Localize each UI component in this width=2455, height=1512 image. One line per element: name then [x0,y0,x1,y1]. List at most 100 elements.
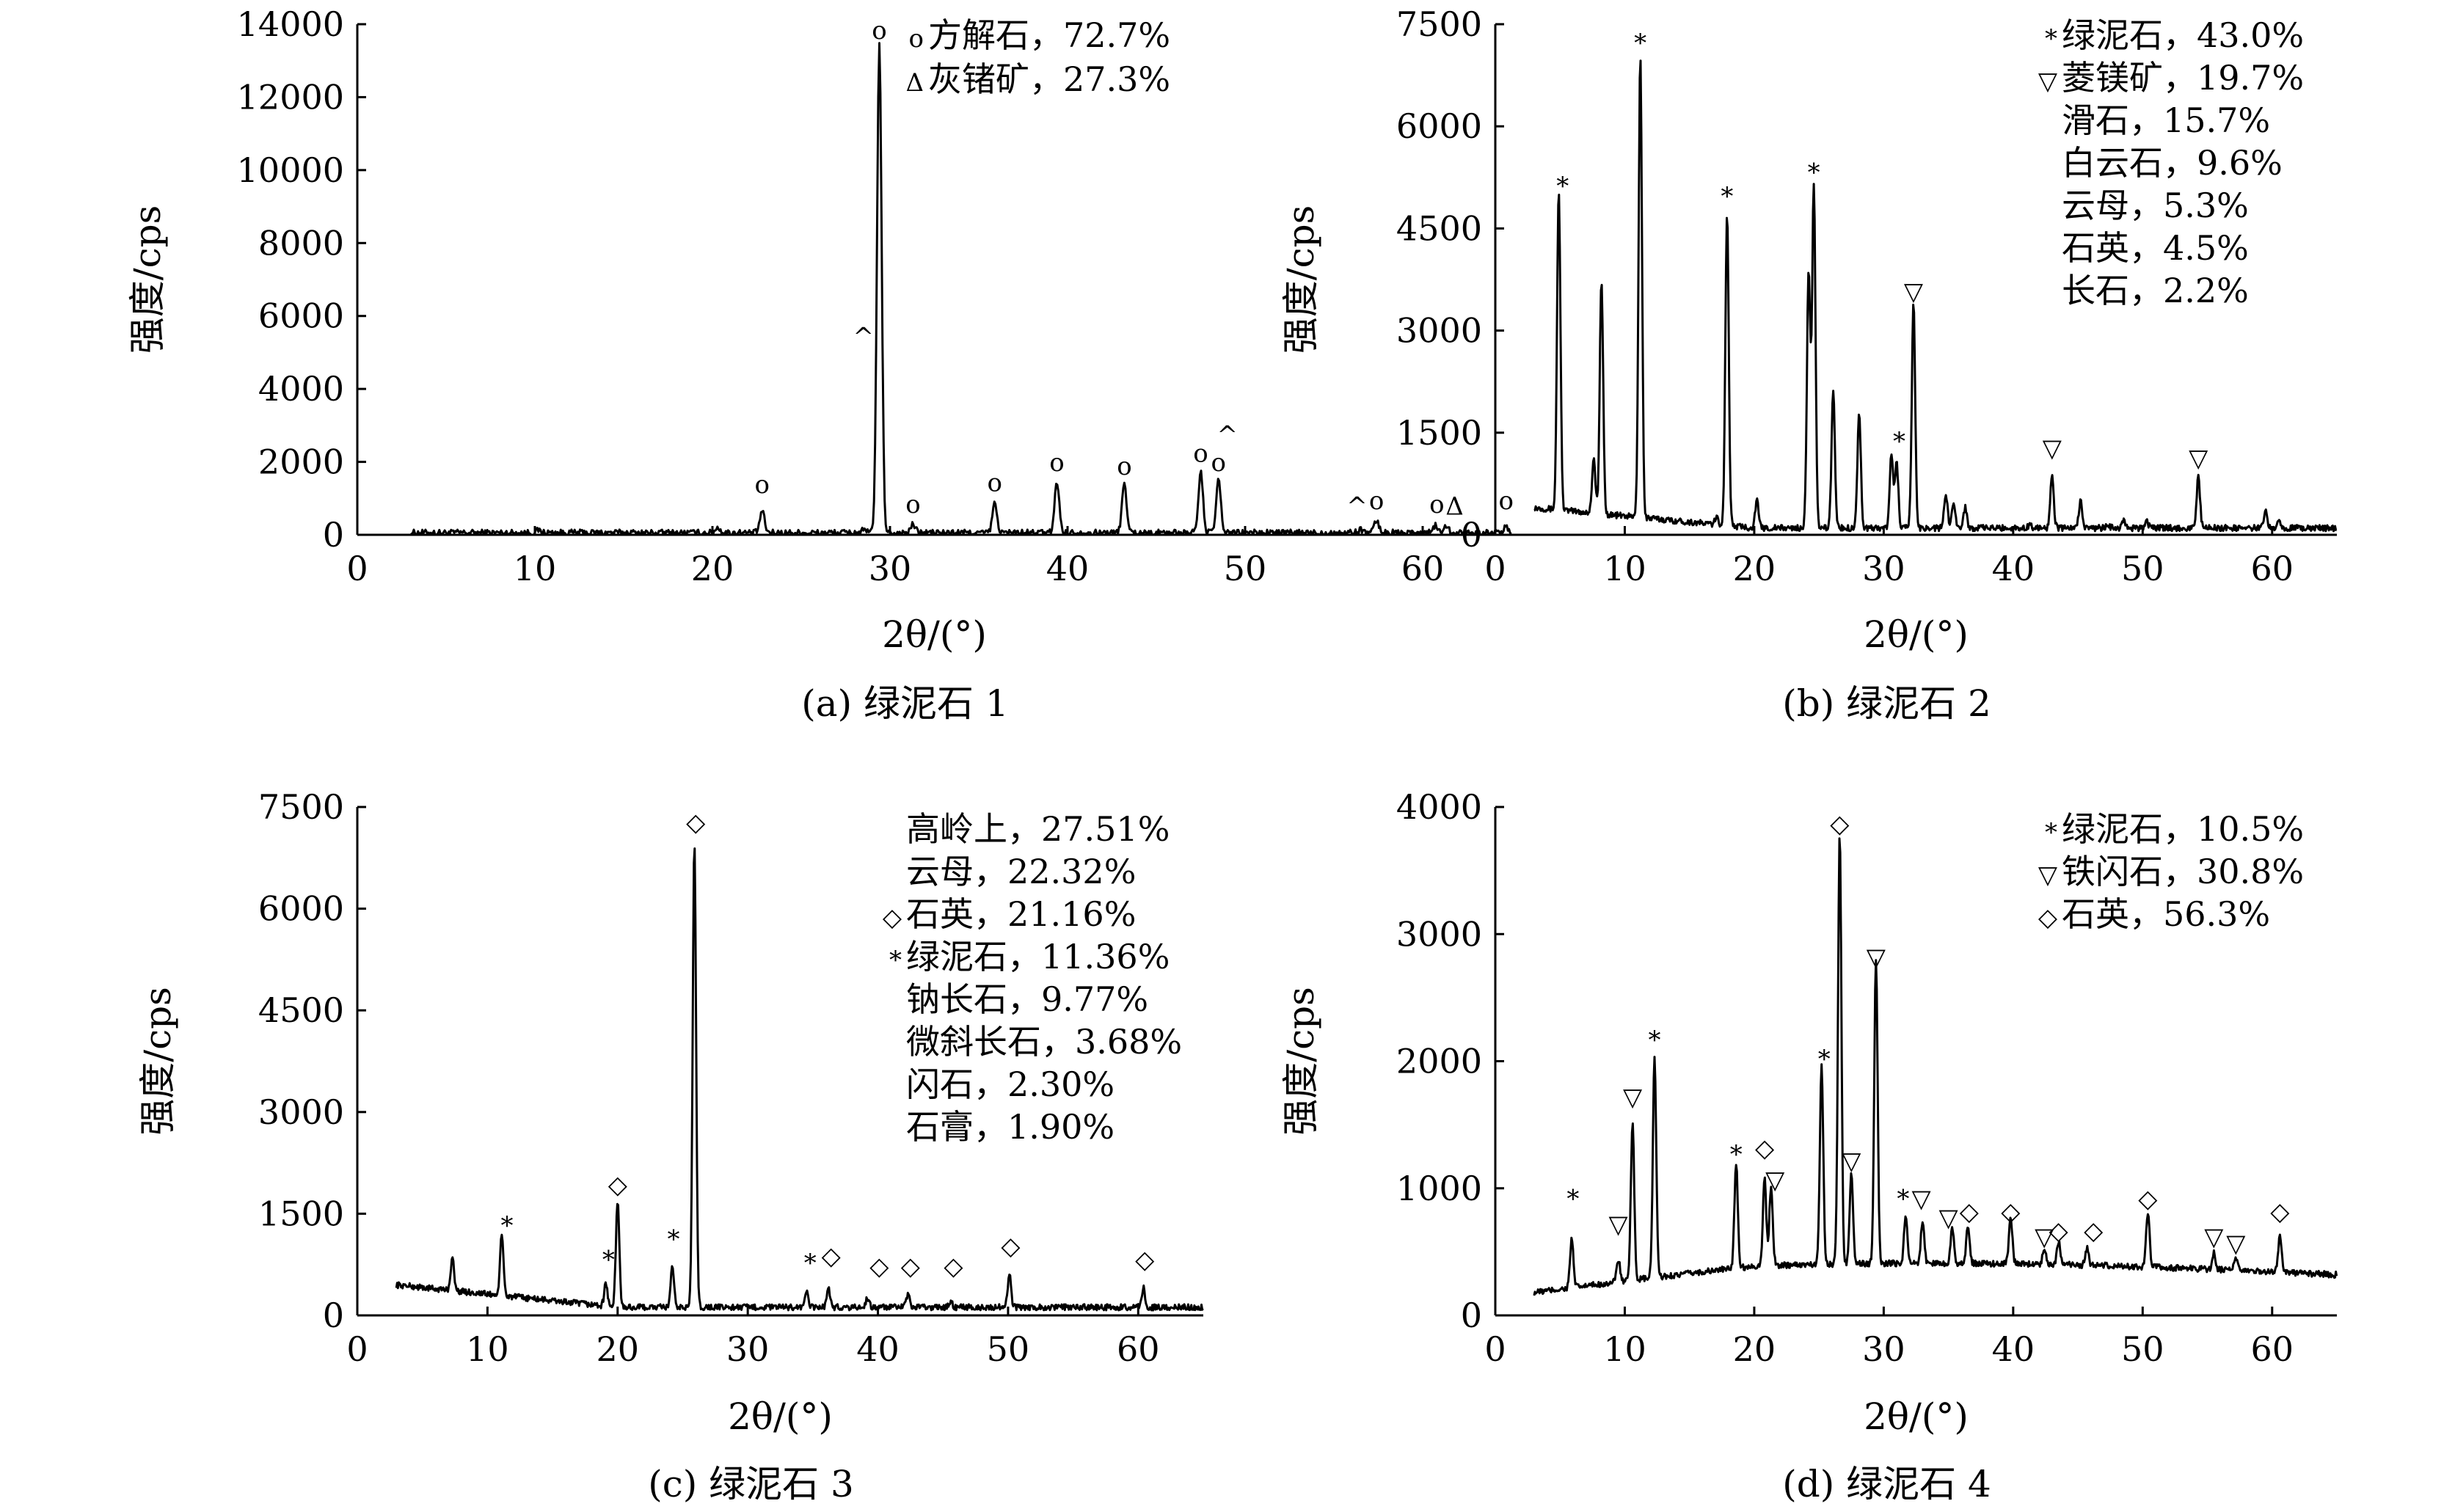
peak-marker: ◇ [2138,1185,2158,1214]
legend-entry: 方解石，72.7% [928,15,1170,55]
peak-marker: ◇ [2049,1216,2069,1246]
peak-marker: ◇ [869,1252,889,1282]
legend-symbol: ◇ [2038,903,2058,932]
legend-entry: 绿泥石，10.5% [2062,809,2304,849]
legend-symbol: ◇ [883,903,902,932]
y-tick-label: 6000 [258,889,344,929]
x-tick-label: 40 [1992,1329,2035,1369]
peak-marker: ◇ [944,1252,963,1282]
panel-caption: (c) 绿泥石 3 [648,1463,854,1505]
peak-marker: ◇ [2084,1216,2104,1246]
x-tick-label: 60 [1117,1329,1160,1369]
x-tick-label: 50 [1224,549,1267,588]
legend-entry: 绿泥石，11.36% [906,937,1170,976]
x-tick-label: 50 [2121,549,2164,588]
x-tick-label: 60 [1401,549,1445,588]
y-tick-label: 4000 [258,369,344,409]
y-axis-label: 强度/cps [136,987,179,1136]
peak-marker: ▽ [1842,1147,1861,1176]
peak-marker: o [905,490,920,519]
peak-marker: * [1818,1045,1831,1074]
legend-symbol: * [889,946,902,975]
legend-entry: 石英，21.16% [906,894,1136,934]
y-tick-label: 14000 [237,4,344,44]
peak-marker: ◇ [608,1171,628,1200]
y-axis-label: 强度/cps [1280,987,1322,1136]
peak-marker: ◇ [1135,1245,1155,1274]
y-tick-label: 0 [1461,1296,1482,1335]
y-tick-label: 12000 [237,77,344,117]
peak-marker: ◇ [686,808,706,837]
x-tick-label: 0 [346,549,368,588]
peak-marker: o [1117,452,1131,481]
peak-marker: ◇ [1001,1232,1021,1261]
x-tick-label: 20 [691,549,734,588]
legend-entry: 铁闪石，30.8% [2062,852,2304,891]
peak-marker: * [1730,1140,1743,1169]
peak-marker: ▽ [1904,277,1924,307]
panel-c: 0 10 20 30 40 50 60 0 1500 3000 4500 6000 7500 2θ/(°)… [136,787,1204,1505]
legend-symbol: Δ [905,68,924,98]
peak-marker: ▽ [1867,943,1886,973]
peak-marker: ◇ [1960,1197,1980,1227]
x-tick-label: 50 [987,1329,1030,1369]
legend-entry: 云母，22.32% [906,852,1136,891]
peak-marker: o [755,470,770,500]
panel-a: 0 10 20 30 40 50 60 0 2000 4000 6000 8000 10000 12000… [126,4,1514,725]
peak-marker: o [1049,448,1064,478]
y-tick-label: 10000 [237,150,344,190]
y-tick-label: 1500 [258,1194,344,1233]
peak-marker: ◇ [901,1252,921,1282]
legend-entry: 石膏，1.90% [906,1107,1115,1147]
panel-d: 0 10 20 30 40 50 60 0 1000 2000 3000 4000 2θ/(°) 强度/c… [1280,787,2338,1505]
x-tick-label: 40 [1046,549,1090,588]
legend-entry: 闪石，2.30% [906,1064,1115,1104]
x-axis-label: 2θ/(°) [882,613,987,656]
y-tick-label: 0 [323,515,344,555]
y-tick-label: 0 [1461,515,1482,555]
peak-marker: * [1566,1185,1579,1214]
x-axis-label: 2θ/(°) [1864,613,1969,656]
peak-marker: ◇ [822,1242,842,1271]
peak-marker: ▽ [1939,1204,1959,1233]
x-tick-label: 10 [514,549,557,588]
x-tick-label: 30 [726,1329,770,1369]
peak-marker: ▽ [1609,1210,1629,1239]
legend-entry: 石英，56.3% [2062,894,2270,934]
y-tick-label: 6000 [258,296,344,336]
peak-marker: * [1808,158,1820,187]
legend-entry: 滑石，15.7% [2062,101,2270,140]
legend-symbol: o [909,24,924,54]
peak-marker: * [1634,29,1646,58]
y-tick-label: 4500 [1396,208,1482,248]
y-tick-label: 7500 [258,787,344,827]
peak-marker: * [1721,182,1733,211]
peak-marker: o [1429,490,1444,519]
y-axis-label: 强度/cps [1280,205,1322,354]
y-tick-label: 2000 [1396,1042,1482,1081]
peak-marker: * [804,1249,817,1278]
peak-marker: ▽ [1765,1166,1785,1195]
x-tick-label: 30 [1862,549,1905,588]
x-tick-label: 10 [1603,549,1646,588]
peak-marker: o [1193,439,1208,469]
peak-marker: * [1556,172,1569,201]
y-tick-label: 6000 [1396,106,1482,146]
legend-entry: 白云石，9.6% [2062,143,2283,183]
peak-marker: o [1211,448,1225,478]
legend-symbol: ▽ [2038,67,2058,96]
legend-symbol: ▽ [2038,861,2058,890]
peak-marker: ◇ [1755,1133,1775,1163]
y-tick-label: 3000 [258,1092,344,1132]
peak-marker: ▽ [1911,1185,1931,1214]
x-tick-label: 30 [1862,1329,1905,1369]
x-tick-label: 20 [1733,549,1776,588]
legend-entry: 石英，4.5% [2062,228,2249,268]
x-tick-label: 10 [1603,1329,1646,1369]
legend-entry: 长石，2.2% [2062,271,2249,310]
legend-entry: 菱镁矿，19.7% [2062,58,2304,98]
peak-marker: * [1897,1185,1909,1214]
y-tick-label: 4000 [1396,787,1482,827]
legend-entry: 钠长石，9.77% [906,979,1148,1019]
